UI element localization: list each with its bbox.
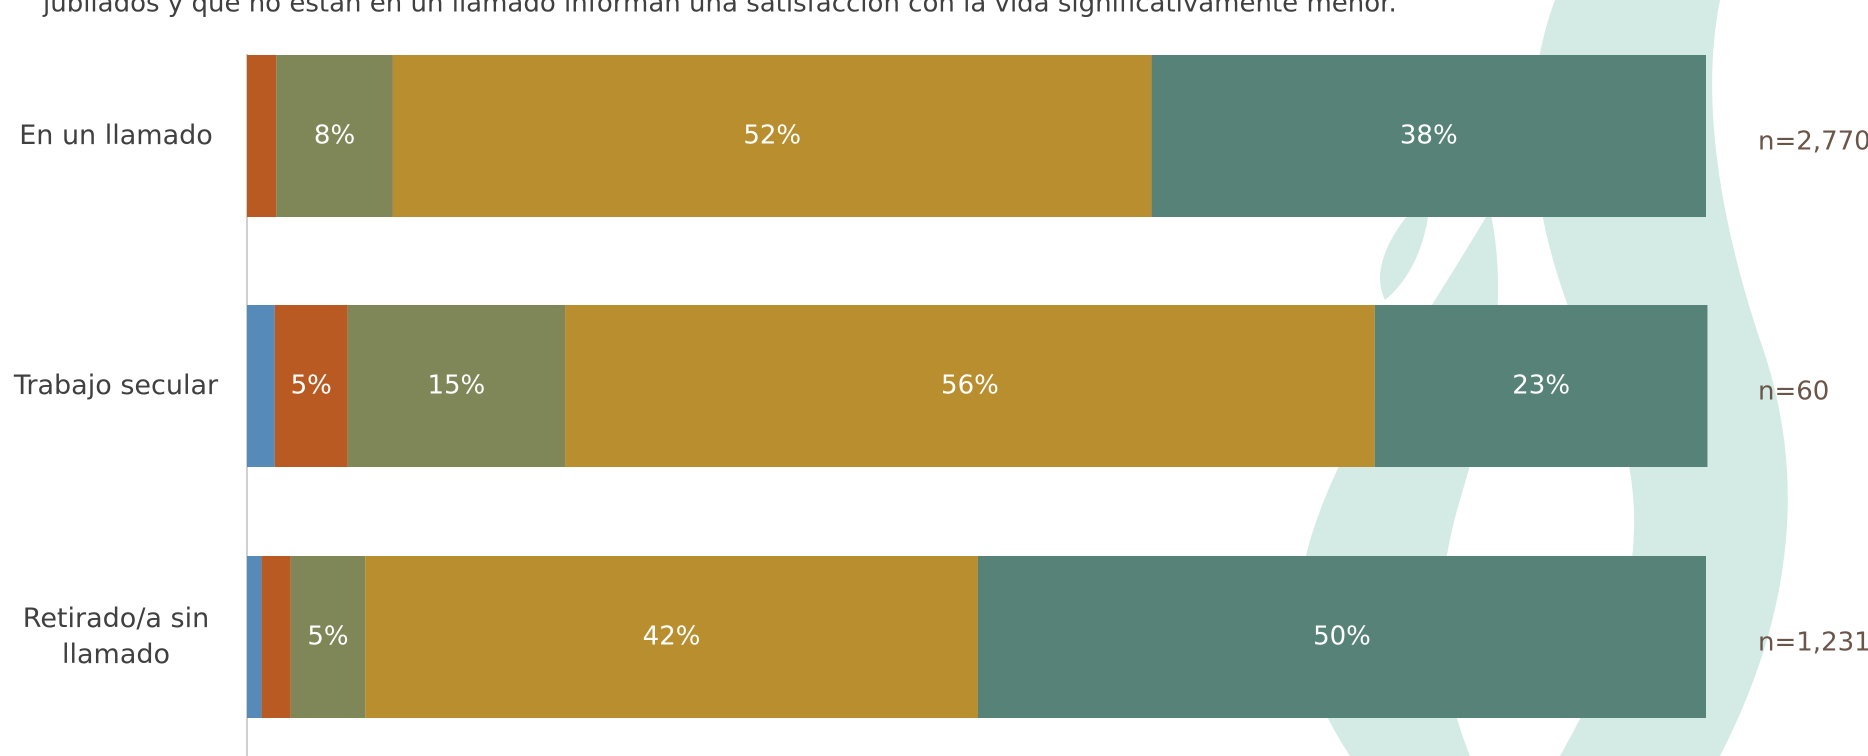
- bar-segment: [261, 556, 291, 718]
- bar-segment: [347, 305, 566, 467]
- bar-segment: [977, 556, 1706, 718]
- data-label: 52%: [743, 121, 801, 151]
- data-label: 38%: [1400, 121, 1458, 151]
- y-tick-label: Trabajo secular: [13, 370, 219, 401]
- data-label: 5%: [307, 622, 348, 652]
- bar-segment: [247, 305, 275, 467]
- data-label: 50%: [1313, 622, 1371, 652]
- data-label: 8%: [314, 121, 355, 151]
- bar-segment: [290, 556, 366, 718]
- data-label: 15%: [427, 371, 485, 401]
- bar-segment: [247, 556, 262, 718]
- subtitle: jubilados y que no están en un llamado i…: [42, 0, 1397, 19]
- y-tick-label: Retirado/a sin llamado: [22, 603, 210, 670]
- data-label: 23%: [1512, 371, 1570, 401]
- bar-segment: [247, 55, 277, 217]
- data-label: 5%: [291, 371, 332, 401]
- bar-segment: [1374, 305, 1708, 467]
- data-label: 56%: [941, 371, 999, 401]
- bar-segment: [1151, 55, 1706, 217]
- data-label: 42%: [643, 622, 701, 652]
- bar-segment: [276, 55, 393, 217]
- bar-segment: [274, 305, 348, 467]
- bar-segment: [392, 55, 1152, 217]
- annotation: n=1,231: [1758, 628, 1868, 658]
- bar-segment: [365, 556, 978, 718]
- annotation: n=60: [1758, 377, 1829, 407]
- annotation: n=2,770: [1758, 127, 1868, 157]
- bar-segment: [565, 305, 1375, 467]
- y-tick-label: En un llamado: [19, 120, 213, 151]
